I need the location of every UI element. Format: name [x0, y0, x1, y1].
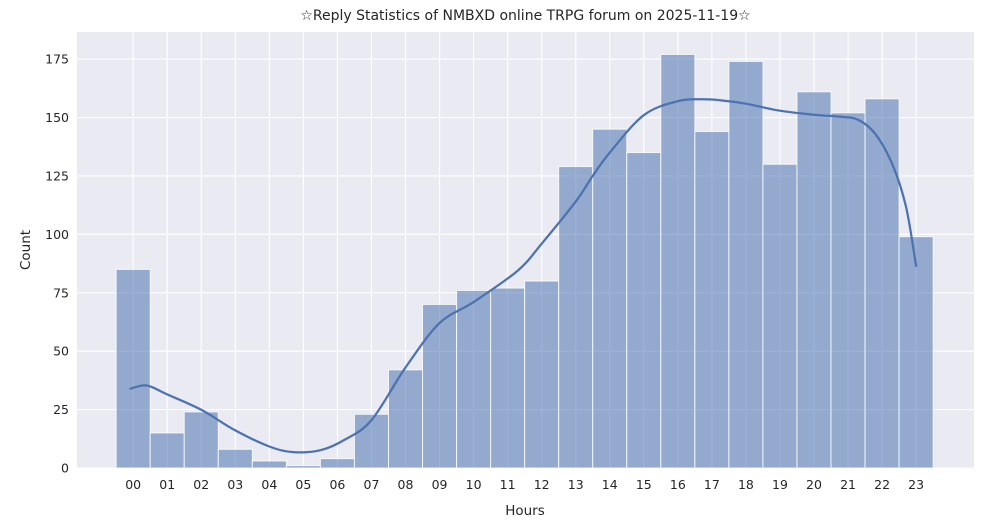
bar-14 — [592, 128, 628, 469]
bar-06 — [319, 458, 355, 469]
x-tick-label-16: 16 — [670, 477, 686, 492]
bar-09 — [422, 303, 458, 469]
x-axis-label: Hours — [505, 503, 545, 519]
x-tick-label-17: 17 — [704, 477, 720, 492]
y-tick-label-125: 125 — [45, 168, 69, 183]
y-tick-label-175: 175 — [45, 52, 69, 67]
x-tick-label-05: 05 — [295, 477, 311, 492]
chart-title: ☆Reply Statistics of NMBXD online TRPG f… — [300, 8, 751, 24]
bar-11 — [490, 287, 526, 469]
y-axis-label: Count — [18, 229, 34, 271]
x-tick-label-06: 06 — [329, 477, 345, 492]
bar-05 — [285, 465, 321, 469]
y-tick-label-150: 150 — [45, 110, 69, 125]
y-tick-label-50: 50 — [53, 344, 69, 359]
x-tick-label-19: 19 — [772, 477, 788, 492]
y-tick-label-25: 25 — [53, 402, 69, 417]
x-tick-label-09: 09 — [432, 477, 448, 492]
x-tick-label-20: 20 — [806, 477, 822, 492]
x-tick-label-04: 04 — [261, 477, 277, 492]
x-tick-label-11: 11 — [500, 477, 516, 492]
x-tick-label-01: 01 — [159, 477, 175, 492]
x-tick-label-07: 07 — [364, 477, 380, 492]
x-tick-label-22: 22 — [874, 477, 890, 492]
bar-04 — [251, 460, 287, 469]
bar-10 — [456, 289, 492, 469]
x-tick-label-23: 23 — [908, 477, 924, 492]
bar-07 — [353, 413, 389, 469]
x-tick-label-18: 18 — [738, 477, 754, 492]
bar-03 — [217, 448, 253, 469]
bar-15 — [626, 152, 662, 469]
bar-21 — [830, 112, 866, 469]
bar-17 — [694, 131, 730, 469]
bar-19 — [762, 163, 798, 469]
bar-22 — [864, 98, 900, 469]
x-tick-label-12: 12 — [534, 477, 550, 492]
bar-08 — [387, 369, 424, 469]
bar-12 — [524, 280, 560, 469]
x-tick-label-03: 03 — [227, 477, 243, 492]
bar-02 — [183, 411, 219, 469]
bar-13 — [558, 166, 594, 469]
bar-00 — [115, 268, 151, 469]
x-tick-label-21: 21 — [840, 477, 856, 492]
x-tick-label-08: 08 — [398, 477, 414, 492]
y-tick-label-0: 0 — [61, 461, 69, 476]
x-tick-label-14: 14 — [602, 477, 618, 492]
x-tick-label-02: 02 — [193, 477, 209, 492]
bar-18 — [728, 60, 764, 469]
y-tick-label-100: 100 — [45, 227, 69, 242]
y-tick-label-75: 75 — [53, 285, 69, 300]
bar-23 — [898, 236, 934, 469]
bar-01 — [149, 432, 185, 469]
x-tick-label-13: 13 — [568, 477, 584, 492]
x-tick-label-00: 00 — [125, 477, 141, 492]
x-tick-label-15: 15 — [636, 477, 652, 492]
kde-curve — [129, 98, 918, 454]
bar-20 — [796, 91, 832, 469]
bar-16 — [660, 53, 696, 469]
x-tick-label-10: 10 — [466, 477, 482, 492]
